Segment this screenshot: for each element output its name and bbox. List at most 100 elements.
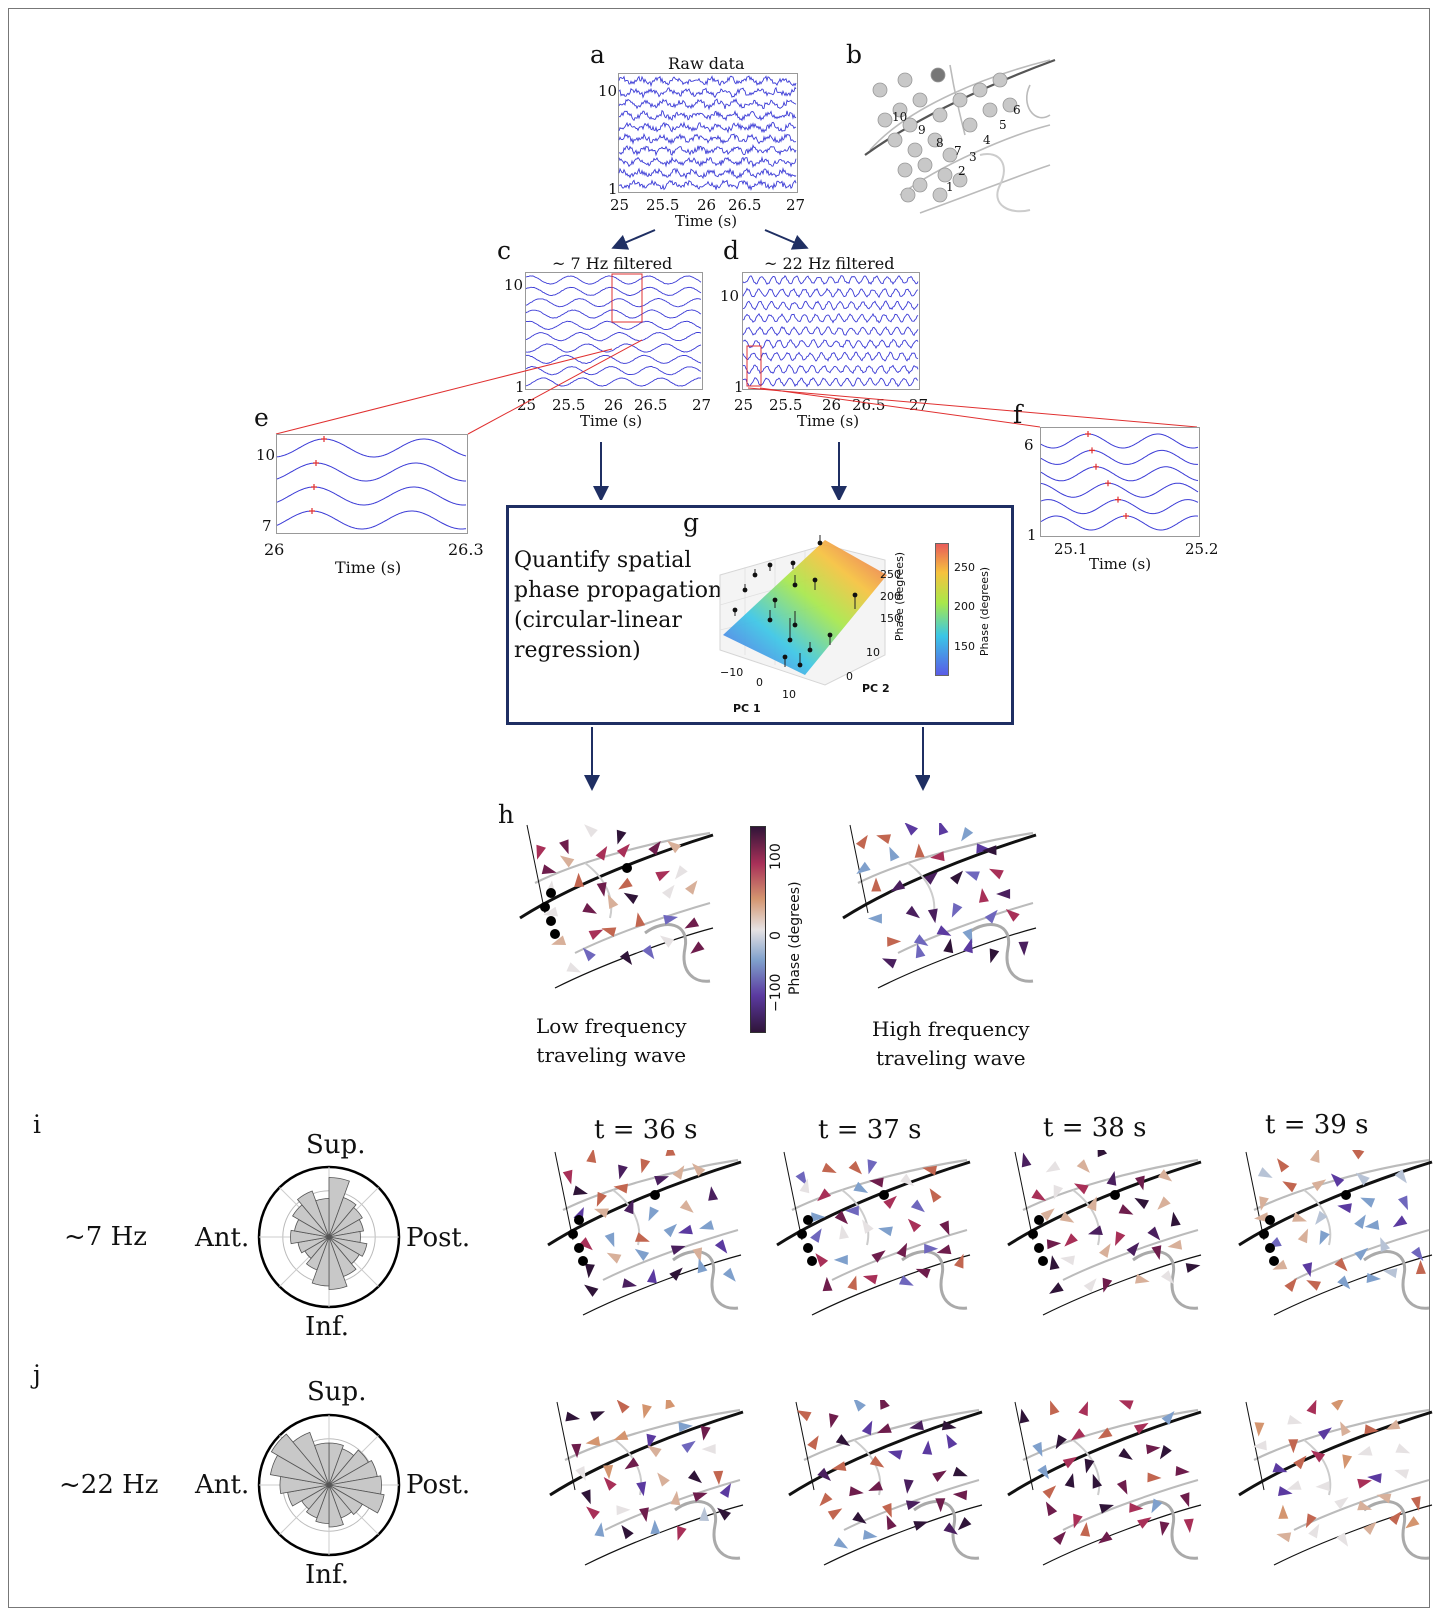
phase-arrow (943, 1522, 958, 1535)
phase-arrow (1357, 1478, 1372, 1489)
panel-j-letter: j (33, 1360, 41, 1389)
phase-arrow (1292, 1212, 1307, 1222)
phase-arrow (1254, 1422, 1265, 1437)
panel-a-xlabel: Time (s) (675, 212, 738, 230)
phase-arrow (882, 1503, 892, 1518)
phase-arrow (822, 1276, 833, 1292)
phase-arrow (946, 1434, 958, 1449)
zoom-trace (276, 486, 467, 506)
arrow-field (536, 824, 705, 973)
phase-arrow (1336, 1532, 1349, 1547)
phase-arrow (692, 1163, 706, 1177)
phase-arrow (1364, 1220, 1380, 1230)
rose-wedge (305, 1236, 330, 1271)
trace-line (525, 377, 702, 387)
phase-point (787, 637, 793, 643)
phase-arrow (1317, 1427, 1332, 1440)
phase-arrow (1147, 1472, 1162, 1483)
phase-arrow (1135, 1175, 1145, 1191)
phase-arrow (1340, 1421, 1351, 1437)
phase-arrow (647, 1445, 662, 1458)
phase-arrow (1159, 1521, 1170, 1536)
reference-electrode (1038, 1256, 1048, 1266)
phase-arrow (883, 1195, 897, 1209)
arrow-field (1019, 1400, 1194, 1545)
phase-arrow (586, 1506, 600, 1520)
electrode-dot (902, 117, 918, 133)
phase-point (812, 577, 818, 583)
phase-arrow (1293, 1455, 1307, 1470)
phase-arrow (876, 1423, 892, 1434)
electrode-dot (897, 162, 913, 178)
phase-point (767, 617, 773, 623)
phase-arrow (622, 1278, 637, 1288)
phase-arrow (871, 877, 882, 892)
trace-line (742, 300, 919, 311)
arrow-field (855, 823, 1029, 969)
phase-arrow (1297, 1228, 1309, 1244)
phase-arrow (1315, 1481, 1330, 1492)
phase-arrow (976, 843, 991, 854)
regression-text-line-4: regression) (514, 638, 641, 663)
panel-g-pc1-tick-2: 0 (756, 676, 763, 689)
phase-arrow (1045, 1161, 1061, 1173)
phase-arrow (582, 947, 596, 962)
phase-arrow (796, 1410, 812, 1422)
panel-a-xtick-3: 26 (697, 196, 717, 214)
phase-arrow (1388, 1511, 1402, 1525)
phase-arrow (807, 1435, 819, 1450)
panel-e-ytop: 10 (256, 446, 276, 464)
phase-arrow (833, 1537, 849, 1549)
phase-arrow (1062, 1456, 1078, 1469)
phase-arrow (821, 1162, 837, 1173)
phase-arrow (952, 1466, 968, 1477)
panel-i-time-2: t = 37 s (818, 1115, 922, 1145)
phase-arrow (904, 823, 918, 836)
panel-j-map-4 (1238, 1400, 1433, 1566)
trace-line (742, 351, 919, 362)
reference-electrode (1341, 1190, 1351, 1200)
trace-line (742, 275, 919, 285)
panel-i-map-t38 (1007, 1150, 1202, 1316)
phase-arrow (1286, 1480, 1302, 1490)
phase-arrow (957, 1517, 972, 1531)
electrode-label-4: 4 (983, 133, 991, 147)
phase-arrow (954, 1253, 964, 1269)
phase-arrow (817, 1467, 831, 1481)
phase-arrow (670, 1245, 686, 1255)
reference-electrode (803, 1215, 813, 1225)
peak-marker (321, 436, 327, 442)
phase-arrow (586, 1150, 597, 1163)
phase-arrow (536, 844, 546, 860)
trace-line (525, 365, 702, 376)
phase-arrow (719, 1483, 731, 1498)
phase-arrow (646, 1433, 657, 1449)
phase-arrow (616, 843, 630, 858)
phase-arrow (1005, 909, 1020, 922)
phase-arrow (566, 962, 582, 973)
phase-arrow (1354, 1214, 1366, 1229)
panel-c-xlabel: Time (s) (580, 412, 643, 430)
phase-arrow (1170, 1211, 1181, 1227)
panel-g-pc1-tick-1: −10 (720, 666, 744, 679)
phase-arrow (849, 1486, 864, 1497)
phase-arrow (852, 1511, 867, 1524)
phase-arrow (582, 902, 597, 914)
phase-arrow (1052, 1531, 1066, 1545)
panel-i-frequency: ~7 Hz (64, 1222, 147, 1252)
phase-arrow (1411, 1496, 1421, 1511)
phase-arrow (915, 943, 926, 959)
panel-g-ztick-1: 250 (880, 568, 901, 581)
phase-arrow (581, 1489, 591, 1505)
phase-arrow (856, 861, 871, 874)
phase-arrow (862, 1529, 878, 1540)
phase-arrow (1254, 1212, 1269, 1223)
reference-electrode (578, 1256, 588, 1266)
arrow-field (1252, 1400, 1421, 1547)
phase-arrow (669, 1267, 683, 1281)
trace-line (618, 143, 797, 157)
panel-i-time-1: t = 36 s (594, 1115, 698, 1145)
phase-arrow (584, 1284, 599, 1297)
panel-h-cbar-tick-3: −100 (768, 973, 784, 1012)
phase-arrow (1272, 1259, 1288, 1270)
